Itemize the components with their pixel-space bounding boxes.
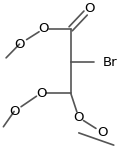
Text: O: O [36, 87, 46, 100]
Text: O: O [14, 38, 25, 51]
Text: O: O [98, 126, 108, 139]
Text: O: O [74, 111, 84, 124]
Text: O: O [84, 2, 95, 15]
Text: O: O [38, 22, 49, 35]
Text: O: O [9, 105, 19, 118]
Text: Br: Br [103, 56, 118, 69]
